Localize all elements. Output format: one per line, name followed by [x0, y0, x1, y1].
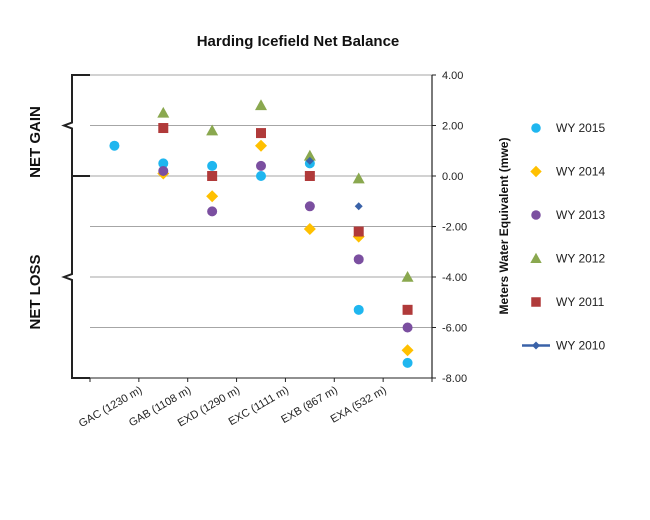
data-point: [158, 123, 169, 134]
data-point: [256, 160, 266, 171]
data-point: [305, 156, 314, 165]
data-point: [157, 106, 170, 118]
data-point: [352, 172, 365, 184]
net-loss-label: NET LOSS: [27, 254, 44, 329]
y-tick-label: -4.00: [442, 272, 467, 284]
legend-item: WY 2014: [530, 165, 605, 179]
series-wy-2011: [158, 123, 413, 315]
data-point: [353, 254, 364, 265]
data-point: [354, 202, 363, 211]
y-tick-label: 2.00: [442, 121, 463, 133]
net-gain-brace: [61, 74, 90, 177]
series-wy-2010: [305, 156, 363, 211]
legend-item: WY 2015: [531, 121, 605, 135]
data-point: [255, 99, 267, 111]
data-point: [158, 158, 169, 169]
data-point: [402, 357, 413, 368]
data-point: [401, 271, 414, 282]
net-gain-label: NET GAIN: [27, 106, 44, 178]
data-point: [304, 171, 315, 181]
y-tick-label: 0.00: [442, 171, 463, 183]
points-layer: [109, 99, 414, 368]
legend-item: WY 2010: [522, 339, 605, 353]
series-wy-2013: [158, 160, 413, 333]
data-point: [206, 124, 219, 136]
net-loss-brace: [61, 175, 90, 379]
data-point: [256, 128, 266, 139]
category-label: EXA (532 m): [329, 384, 389, 426]
legend-item: WY 2013: [531, 208, 605, 222]
legend-marker: [532, 341, 540, 350]
data-point: [303, 223, 316, 236]
legend-label: WY 2015: [556, 121, 605, 135]
y-tick-label: -2.00: [442, 222, 467, 234]
data-point: [256, 171, 266, 181]
y-axis-label: Meters Water Equivalent (mwe): [497, 138, 511, 315]
chart-title: Harding Icefield Net Balance: [197, 33, 400, 50]
legend-marker: [531, 297, 541, 307]
data-point: [303, 149, 316, 161]
legend-label: WY 2010: [556, 339, 605, 353]
legend: WY 2015 WY 2014 WY 2013 WY 2012 WY 2011 WY 20…: [522, 121, 605, 353]
y-tick-label: -6.00: [442, 323, 467, 335]
legend-marker: [530, 165, 542, 178]
data-point: [304, 201, 315, 212]
data-point: [353, 304, 364, 315]
legend-marker: [531, 123, 541, 133]
data-point: [206, 190, 219, 203]
data-point: [402, 304, 413, 315]
data-point: [207, 206, 218, 217]
y-tick-label: -8.00: [442, 373, 467, 385]
legend-label: WY 2014: [556, 165, 605, 179]
grid-layer: [90, 74, 432, 379]
series-wy-2012: [157, 99, 414, 282]
y-tick-label: 4.00: [442, 70, 463, 82]
data-point: [207, 171, 218, 181]
series-wy-2015: [109, 140, 413, 368]
legend-label: WY 2013: [556, 208, 605, 222]
legend-item: WY 2011: [531, 295, 605, 309]
data-point: [401, 344, 414, 357]
data-point: [402, 322, 413, 333]
legend-label: WY 2012: [556, 252, 605, 266]
legend-marker: [530, 252, 542, 264]
legend-marker: [531, 210, 541, 220]
data-point: [353, 226, 364, 237]
data-point: [158, 165, 169, 176]
data-point: [207, 160, 218, 171]
data-point: [109, 140, 120, 151]
legend-label: WY 2011: [556, 295, 605, 309]
series-wy-2014: [157, 139, 414, 357]
data-point: [255, 139, 267, 152]
legend-item: WY 2012: [530, 252, 605, 266]
